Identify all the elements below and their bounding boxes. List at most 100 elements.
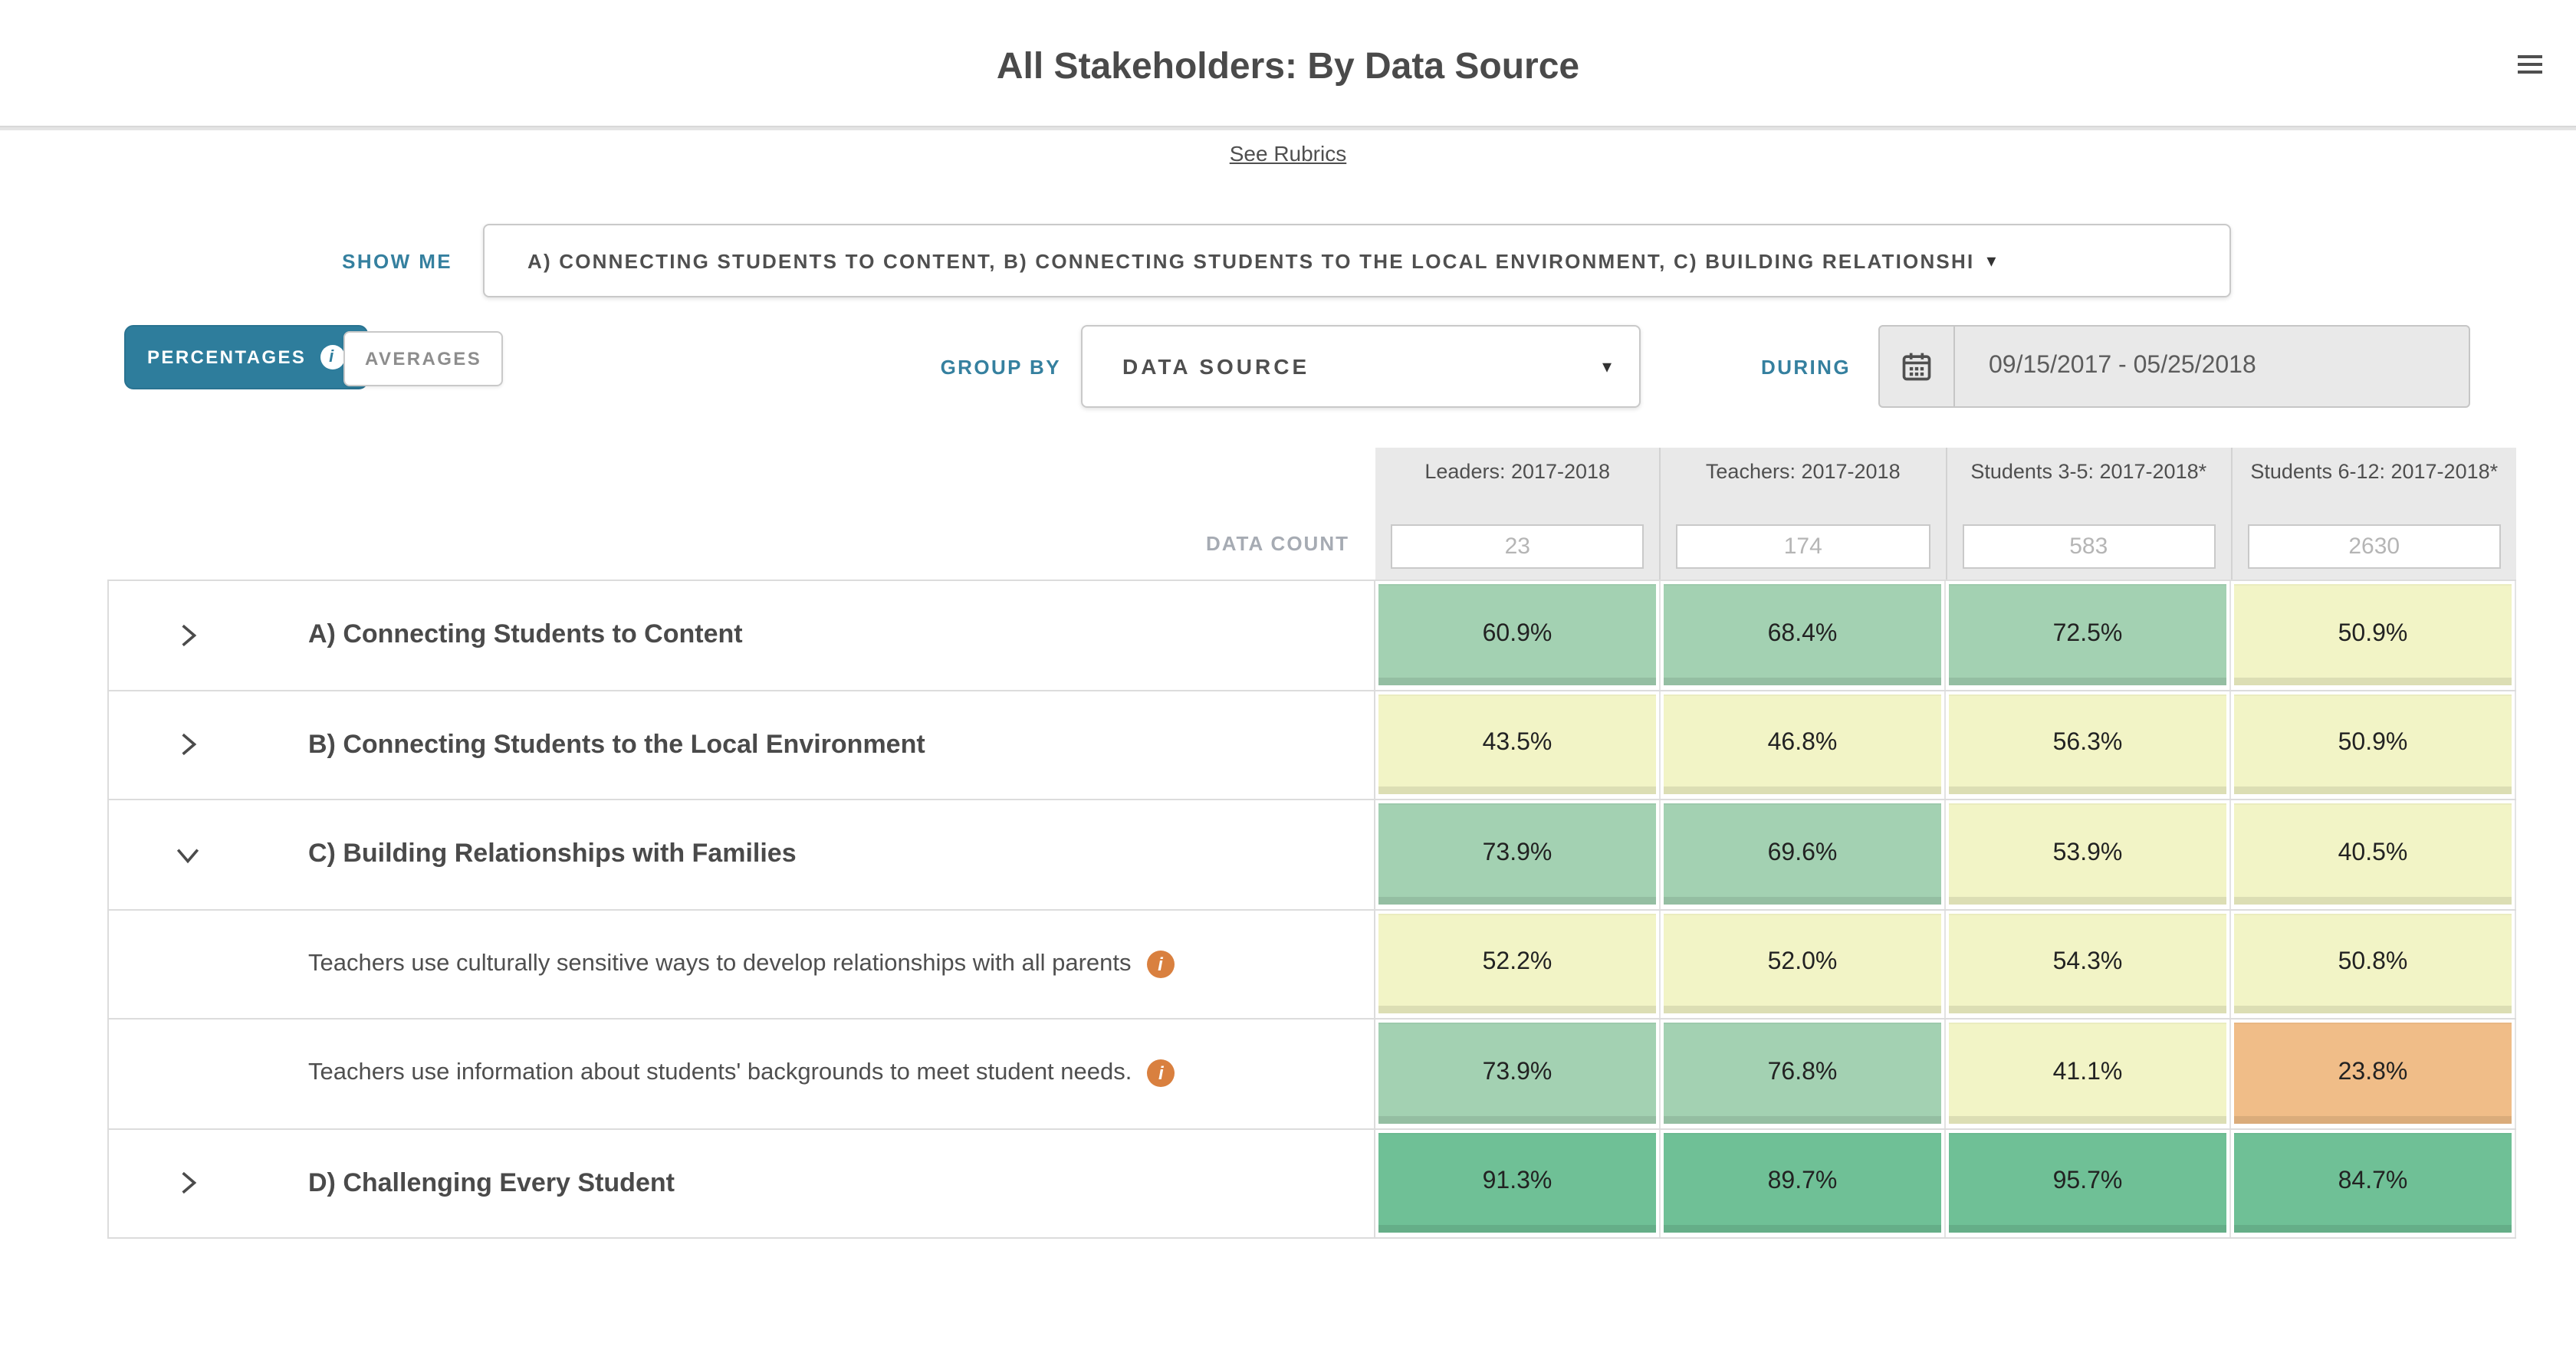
info-icon[interactable]: i	[1147, 1059, 1175, 1088]
row-label: A) Connecting Students to Content	[308, 619, 743, 649]
info-icon[interactable]: i	[320, 345, 345, 369]
group-by-label: GROUP BY	[940, 356, 1061, 379]
row-label: Teachers use information about students'…	[308, 1059, 1132, 1086]
value-cell: 52.2%	[1375, 910, 1661, 1018]
value-cell: 60.9%	[1375, 581, 1661, 689]
column-header-label: Students 6-12: 2017-2018*	[2250, 460, 2499, 483]
table-row: Teachers use culturally sensitive ways t…	[107, 910, 2516, 1020]
info-icon[interactable]: i	[1146, 950, 1175, 978]
show-me-value: A) CONNECTING STUDENTS TO CONTENT, B) CO…	[527, 249, 1975, 272]
table-row: C) Building Relationships with Families 7…	[107, 800, 2516, 910]
value-cell-text: 53.9%	[1949, 803, 2226, 904]
value-cell: 50.9%	[2231, 691, 2516, 799]
averages-label: AVERAGES	[365, 348, 482, 369]
value-cell-text: 40.5%	[2234, 803, 2512, 904]
row-label: D) Challenging Every Student	[308, 1167, 675, 1197]
value-cell: 43.5%	[1375, 691, 1661, 799]
column-header-label: Students 3-5: 2017-2018*	[1970, 460, 2207, 483]
value-cell: 84.7%	[2231, 1129, 2516, 1237]
value-cell: 50.9%	[2231, 581, 2516, 689]
data-count-value: 23	[1391, 524, 1644, 569]
value-cell: 50.8%	[2231, 910, 2516, 1018]
value-cell-text: 23.8%	[2234, 1023, 2512, 1123]
during-date-range-input[interactable]: 09/15/2017 - 05/25/2018	[1989, 353, 2256, 379]
value-cell-text: 52.0%	[1664, 913, 1941, 1013]
menu-hamburger-icon[interactable]	[2518, 55, 2542, 74]
value-cell: 76.8%	[1661, 1020, 1946, 1128]
row-label-cell[interactable]: B) Connecting Students to the Local Envi…	[107, 691, 1375, 799]
value-cell: 69.6%	[1661, 800, 1946, 908]
calendar-icon[interactable]	[1880, 327, 1955, 406]
data-count-value: 174	[1676, 524, 1930, 569]
value-cell: 91.3%	[1375, 1129, 1661, 1237]
row-label: C) Building Relationships with Families	[308, 839, 797, 869]
value-cell: 73.9%	[1375, 1020, 1661, 1128]
page-title: All Stakeholders: By Data Source	[996, 46, 1580, 87]
row-label: Teachers use culturally sensitive ways t…	[308, 950, 1132, 977]
table-header-row: Leaders: 2017-2018 23 Teachers: 2017-2018 1…	[1375, 448, 2516, 580]
value-cell-text: 54.3%	[1949, 913, 2226, 1013]
percentages-toggle-button[interactable]: PERCENTAGES i	[124, 325, 368, 389]
show-me-label: SHOW ME	[342, 250, 452, 273]
column-header: Students 3-5: 2017-2018* 583	[1945, 448, 2231, 580]
value-cell: 89.7%	[1661, 1129, 1946, 1237]
value-cell-text: 50.9%	[2234, 694, 2512, 794]
value-cell: 54.3%	[1946, 910, 2231, 1018]
value-cell: 68.4%	[1661, 581, 1946, 689]
show-me-dropdown[interactable]: A) CONNECTING STUDENTS TO CONTENT, B) CO…	[483, 224, 2231, 297]
value-cell-text: 95.7%	[1949, 1132, 2226, 1233]
table-row: B) Connecting Students to the Local Envi…	[107, 691, 2516, 800]
value-cell: 41.1%	[1946, 1020, 2231, 1128]
chevron-right-icon[interactable]	[175, 732, 201, 758]
row-label-cell: Teachers use information about students'…	[107, 1020, 1375, 1128]
table-row: D) Challenging Every Student 91.3% 89.7% 95…	[107, 1129, 2516, 1239]
see-rubrics-container: See Rubrics	[0, 141, 2576, 166]
value-cell: 23.8%	[2231, 1020, 2516, 1128]
chevron-down-icon: ▾	[1602, 356, 1612, 377]
value-cell: 52.0%	[1661, 910, 1946, 1018]
value-cell-text: 89.7%	[1664, 1132, 1941, 1233]
chevron-right-icon[interactable]	[175, 1171, 201, 1197]
value-cell: 46.8%	[1661, 691, 1946, 799]
chevron-down-icon: ▾	[1986, 250, 1996, 271]
value-cell-text: 76.8%	[1664, 1023, 1941, 1123]
row-label-cell[interactable]: D) Challenging Every Student	[107, 1129, 1375, 1237]
group-by-dropdown[interactable]: DATA SOURCE ▾	[1081, 325, 1641, 408]
value-cell-text: 56.3%	[1949, 694, 2226, 794]
table-row: Teachers use information about students'…	[107, 1020, 2516, 1129]
value-cell-text: 73.9%	[1378, 803, 1656, 904]
value-cell-text: 68.4%	[1664, 584, 1941, 685]
value-cell-text: 84.7%	[2234, 1132, 2512, 1233]
column-header-label: Leaders: 2017-2018	[1424, 460, 1611, 483]
during-label: DURING	[1761, 356, 1851, 379]
data-count-value: 2630	[2247, 524, 2501, 569]
row-label-cell[interactable]: C) Building Relationships with Families	[107, 800, 1375, 908]
row-label: B) Connecting Students to the Local Envi…	[308, 729, 925, 759]
chevron-right-icon[interactable]	[175, 622, 201, 649]
column-header-label: Teachers: 2017-2018	[1705, 460, 1901, 483]
row-label-cell[interactable]: A) Connecting Students to Content	[107, 581, 1375, 689]
data-count-value: 583	[1962, 524, 2216, 569]
value-cell-text: 43.5%	[1378, 694, 1656, 794]
column-header: Students 6-12: 2017-2018* 2630	[2230, 448, 2517, 580]
value-cell: 40.5%	[2231, 800, 2516, 908]
value-cell-text: 72.5%	[1949, 584, 2226, 685]
value-cell-text: 73.9%	[1378, 1023, 1656, 1123]
value-cell: 53.9%	[1946, 800, 2231, 908]
group-by-value: DATA SOURCE	[1122, 354, 1310, 379]
averages-toggle-button[interactable]: AVERAGES	[343, 331, 504, 386]
see-rubrics-link[interactable]: See Rubrics	[1229, 141, 1347, 166]
value-cell-text: 50.8%	[2234, 913, 2512, 1013]
value-cell-text: 91.3%	[1378, 1132, 1656, 1233]
value-cell-text: 52.2%	[1378, 913, 1656, 1013]
value-cell: 95.7%	[1946, 1129, 2231, 1237]
value-cell-text: 46.8%	[1664, 694, 1941, 794]
chevron-down-icon[interactable]	[175, 842, 201, 868]
column-header: Teachers: 2017-2018 174	[1659, 448, 1946, 580]
column-header: Leaders: 2017-2018 23	[1375, 448, 1660, 580]
value-cell-text: 60.9%	[1378, 584, 1656, 685]
value-cell: 72.5%	[1946, 581, 2231, 689]
value-cell-text: 69.6%	[1664, 803, 1941, 904]
row-label-cell: Teachers use culturally sensitive ways t…	[107, 910, 1375, 1018]
value-cell: 73.9%	[1375, 800, 1661, 908]
